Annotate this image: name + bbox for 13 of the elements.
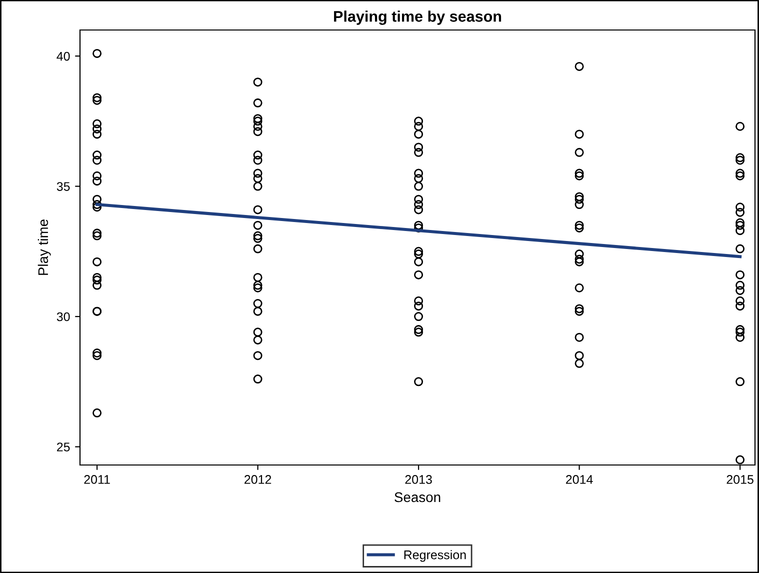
- chart-title: Playing time by season: [334, 10, 502, 25]
- legend-label: Regression: [404, 550, 466, 562]
- y-tick-label: 35: [56, 182, 70, 191]
- y-tick-label: 25: [57, 442, 70, 452]
- x-tick-label: 2014: [566, 475, 593, 484]
- x-tick-label: 2013: [405, 475, 432, 484]
- y-tick-label: 40: [56, 52, 70, 61]
- x-axis-title: Season: [394, 492, 440, 502]
- y-tick-label: 30: [56, 312, 70, 322]
- x-tick-label: 2015: [726, 475, 754, 484]
- x-tick-label: 2012: [244, 475, 272, 484]
- x-tick-label: 2011: [84, 475, 110, 484]
- y-axis-title: Play time: [38, 220, 51, 275]
